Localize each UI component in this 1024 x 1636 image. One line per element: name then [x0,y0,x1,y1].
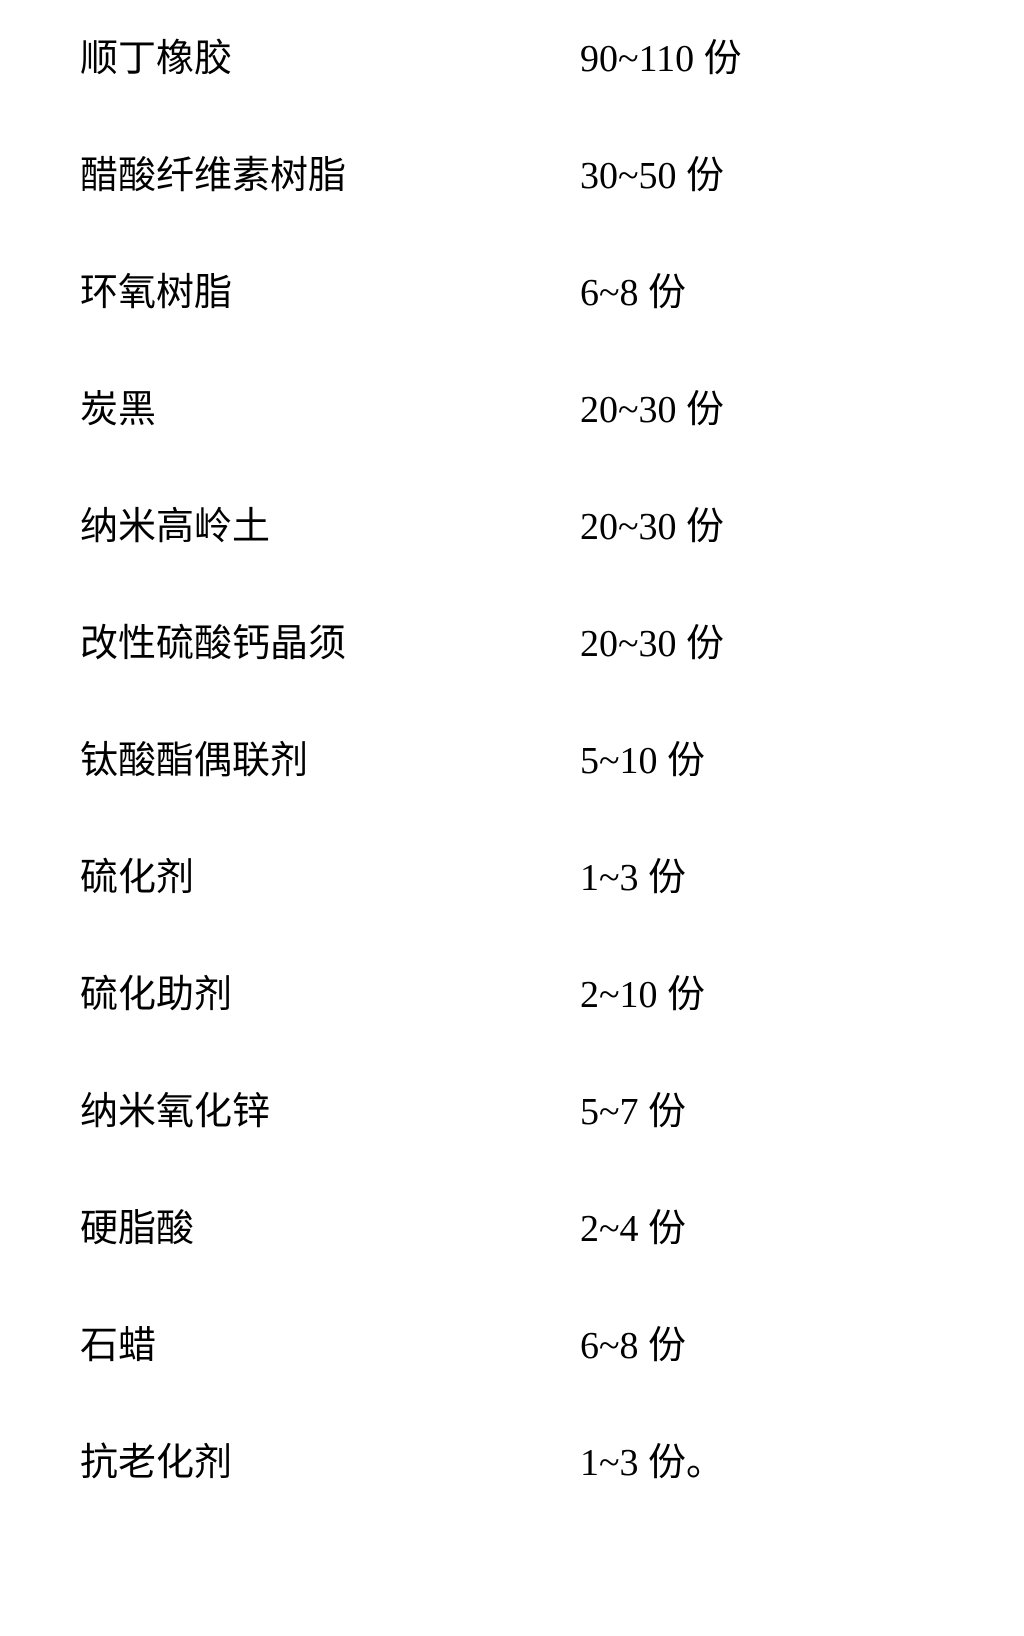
ingredient-row: 环氧树脂 6~8 份 [80,274,944,312]
ingredient-amount: 90~110 份 [580,40,944,78]
ingredient-amount: 20~30 份 [580,625,944,663]
ingredient-amount: 1~3 份。 [580,1444,944,1482]
ingredient-row: 炭黑 20~30 份 [80,391,944,429]
ingredient-name: 硫化剂 [80,859,580,897]
ingredient-amount: 2~4 份 [580,1210,944,1248]
ingredient-name: 醋酸纤维素树脂 [80,157,580,195]
ingredient-name: 纳米高岭土 [80,508,580,546]
ingredient-list: 顺丁橡胶 90~110 份 醋酸纤维素树脂 30~50 份 环氧树脂 6~8 份… [80,40,944,1482]
ingredient-amount: 2~10 份 [580,976,944,1014]
ingredient-name: 钛酸酯偶联剂 [80,742,580,780]
ingredient-name: 炭黑 [80,391,580,429]
ingredient-row: 醋酸纤维素树脂 30~50 份 [80,157,944,195]
ingredient-row: 石蜡 6~8 份 [80,1327,944,1365]
ingredient-name: 抗老化剂 [80,1444,580,1482]
ingredient-row: 硫化剂 1~3 份 [80,859,944,897]
ingredient-amount: 5~7 份 [580,1093,944,1131]
ingredient-name: 石蜡 [80,1327,580,1365]
ingredient-name: 纳米氧化锌 [80,1093,580,1131]
ingredient-amount: 1~3 份 [580,859,944,897]
ingredient-row: 硬脂酸 2~4 份 [80,1210,944,1248]
ingredient-amount: 20~30 份 [580,391,944,429]
ingredient-name: 硬脂酸 [80,1210,580,1248]
ingredient-name: 改性硫酸钙晶须 [80,625,580,663]
ingredient-amount: 30~50 份 [580,157,944,195]
ingredient-row: 抗老化剂 1~3 份。 [80,1444,944,1482]
ingredient-row: 顺丁橡胶 90~110 份 [80,40,944,78]
ingredient-row: 改性硫酸钙晶须 20~30 份 [80,625,944,663]
ingredient-row: 纳米高岭土 20~30 份 [80,508,944,546]
ingredient-amount: 6~8 份 [580,1327,944,1365]
ingredient-row: 纳米氧化锌 5~7 份 [80,1093,944,1131]
ingredient-row: 钛酸酯偶联剂 5~10 份 [80,742,944,780]
ingredient-amount: 5~10 份 [580,742,944,780]
ingredient-name: 硫化助剂 [80,976,580,1014]
ingredient-name: 顺丁橡胶 [80,40,580,78]
ingredient-row: 硫化助剂 2~10 份 [80,976,944,1014]
ingredient-amount: 6~8 份 [580,274,944,312]
ingredient-amount: 20~30 份 [580,508,944,546]
ingredient-name: 环氧树脂 [80,274,580,312]
